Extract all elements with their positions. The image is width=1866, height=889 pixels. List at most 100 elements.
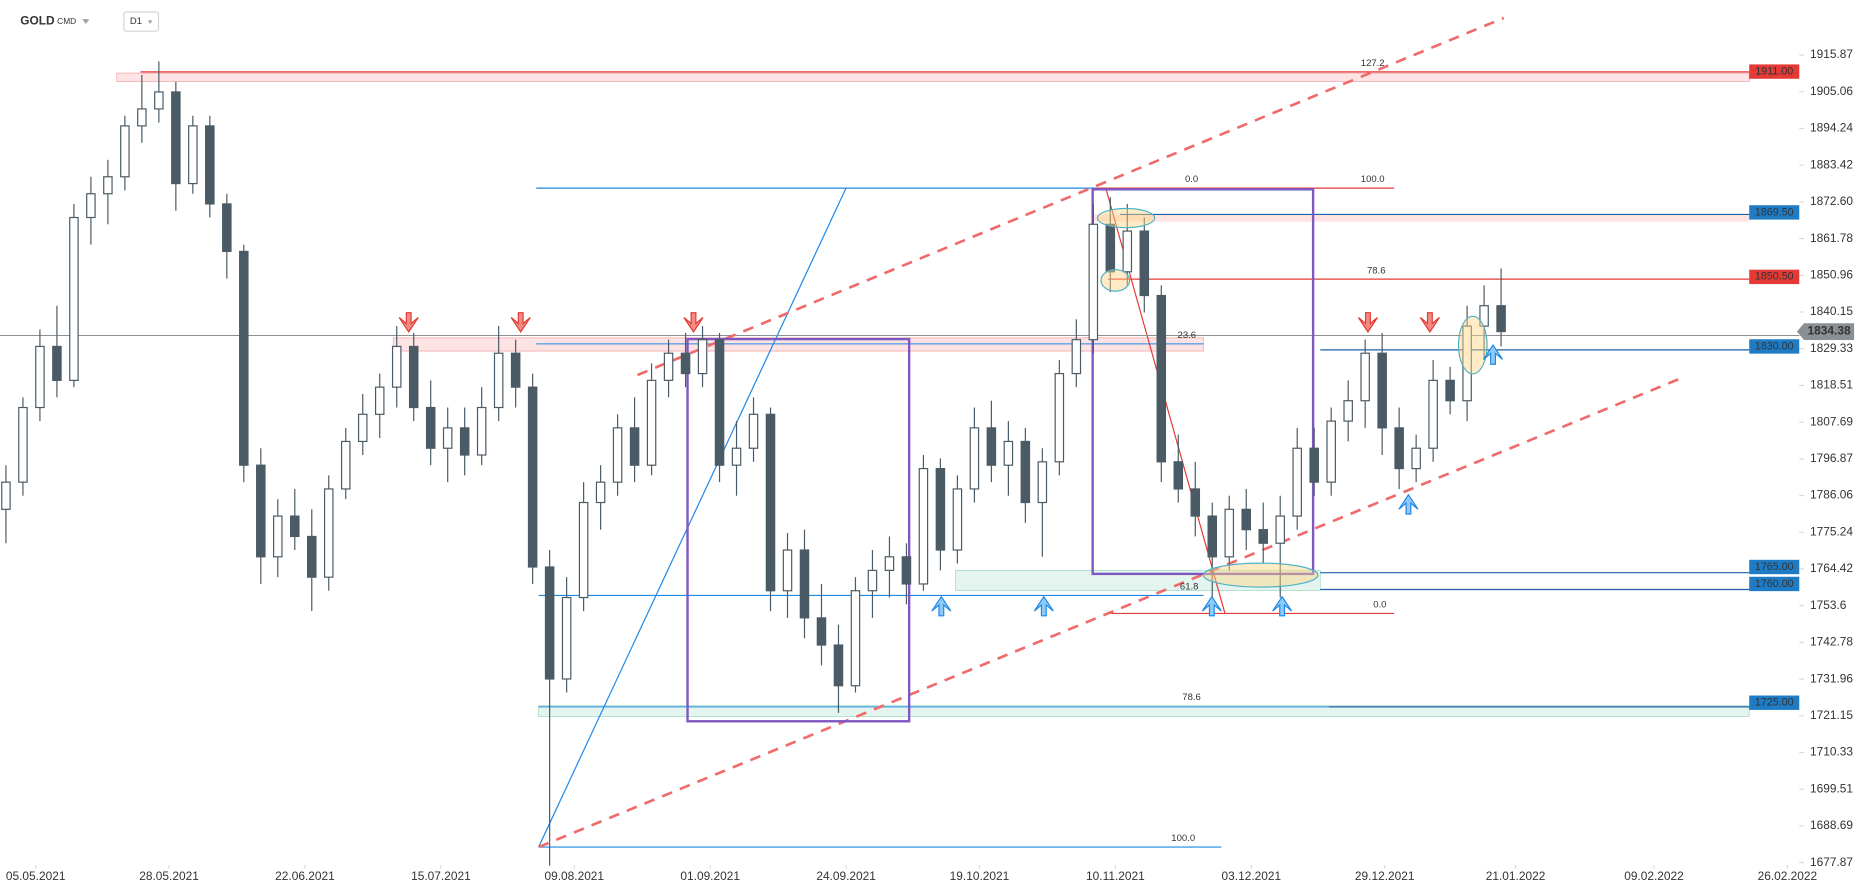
candle-body — [1173, 461, 1184, 490]
candle-body — [629, 427, 640, 466]
candle-body — [1003, 440, 1014, 466]
y-tick-label: 1905.06 — [1810, 84, 1853, 98]
overlays — [1096, 207, 1488, 588]
interval[interactable]: D1 — [130, 16, 142, 27]
channel-line — [538, 377, 1681, 849]
dropdown-icon[interactable] — [82, 19, 90, 24]
candle-body — [1377, 352, 1387, 429]
channel-line — [636, 16, 1505, 377]
candle-body — [307, 535, 317, 578]
resistance-zone — [1093, 214, 1750, 222]
candle-body — [52, 345, 62, 381]
price-label: 1869.50 — [1755, 206, 1794, 218]
candle-body — [1190, 488, 1201, 517]
candle-body — [1071, 339, 1082, 375]
y-tick-label: 1710.33 — [1810, 745, 1853, 759]
up-arrow — [1483, 343, 1504, 365]
x-tick-label: 24.09.2021 — [816, 869, 876, 883]
price-label-box — [1749, 559, 1800, 575]
price-label-box — [1749, 205, 1800, 220]
candle-body — [120, 125, 130, 178]
y-tick-label: 1764.42 — [1810, 561, 1853, 575]
x-tick-label: 09.02.2022 — [1624, 869, 1684, 883]
last-price-label: 1834.38 — [1808, 324, 1851, 338]
highlight — [1100, 268, 1131, 292]
candle-body — [612, 427, 623, 483]
candle-body — [1462, 325, 1472, 402]
candle-body — [1020, 440, 1031, 504]
down-arrow — [1419, 312, 1440, 333]
candle-body — [171, 91, 181, 185]
y-tick-label: 1786.06 — [1810, 488, 1853, 502]
candle-body — [35, 345, 45, 409]
y-tick-label: 1731.96 — [1810, 671, 1853, 685]
y-tick-label: 1861.78 — [1810, 231, 1853, 245]
x-tick-label: 03.12.2021 — [1222, 869, 1282, 883]
x-tick-label: 29.12.2021 — [1355, 869, 1415, 883]
candle-body — [816, 617, 827, 646]
candle-body — [1156, 294, 1167, 463]
candle-body — [222, 203, 232, 253]
up-arrow — [1398, 493, 1419, 515]
candle-body — [103, 176, 113, 195]
price-label: 1850.50 — [1755, 271, 1794, 283]
fib-label: 100.0 — [1361, 174, 1385, 185]
y-tick-label: 1850.96 — [1810, 267, 1853, 281]
fib-label: 127.2 — [1361, 58, 1385, 69]
price-label: 1760.00 — [1755, 578, 1794, 590]
candle-body — [782, 549, 793, 592]
x-tick-label: 28.05.2021 — [139, 869, 199, 883]
x-tick-label: 09.08.2021 — [544, 869, 604, 883]
fib-label: 61.8 — [1180, 582, 1199, 593]
down-arrow — [510, 312, 531, 333]
price-label-box — [1749, 64, 1800, 79]
candle-body — [1275, 515, 1285, 544]
candle-body — [833, 644, 844, 687]
candle-body — [935, 467, 946, 551]
y-tick-label: 1883.42 — [1810, 157, 1853, 171]
candle-body — [323, 488, 334, 578]
interval-button[interactable] — [123, 11, 160, 32]
y-tick-label: 1699.51 — [1810, 781, 1853, 795]
candle-body — [663, 352, 674, 381]
fib-label: 78.6 — [1367, 265, 1386, 276]
y-tick-label: 1753.6 — [1810, 598, 1847, 612]
arrows — [398, 312, 1504, 617]
price-label-box — [1749, 269, 1800, 285]
highlight — [1457, 315, 1488, 375]
dropdown-icon[interactable] — [147, 20, 153, 24]
candle-body — [1088, 223, 1099, 341]
candle-body — [697, 339, 708, 375]
candles — [1, 61, 1506, 866]
range-box — [1091, 188, 1315, 576]
fib-label: 100.0 — [1171, 833, 1195, 844]
candle-body — [374, 386, 385, 415]
candle-body — [1309, 447, 1319, 483]
highlight — [1096, 207, 1156, 229]
down-arrow — [683, 312, 704, 333]
candle-body — [18, 406, 28, 483]
candle-body — [714, 339, 725, 466]
candle-body — [1139, 230, 1150, 297]
candle-body — [1360, 352, 1370, 402]
candle-body — [1241, 508, 1252, 531]
candle-body — [510, 352, 521, 388]
candle-body — [340, 440, 351, 490]
candle-body — [578, 501, 589, 599]
price-label-box — [1749, 339, 1800, 354]
candle-body — [1326, 420, 1336, 483]
y-tick-label: 1677.87 — [1810, 855, 1853, 869]
x-tick-label: 26.02.2022 — [1758, 869, 1818, 883]
drawings — [0, 16, 1800, 849]
candle-body — [357, 413, 368, 443]
candle-body — [1122, 230, 1133, 273]
price-label: 1765.00 — [1755, 561, 1794, 573]
candle-body — [1224, 508, 1235, 558]
candle-body — [1411, 447, 1421, 470]
candle-body — [765, 413, 776, 592]
range-box — [686, 337, 911, 723]
candle-body — [901, 556, 912, 585]
candle-body — [1105, 223, 1116, 273]
price-label: 1725.00 — [1755, 697, 1794, 709]
candle-body — [1054, 372, 1065, 463]
